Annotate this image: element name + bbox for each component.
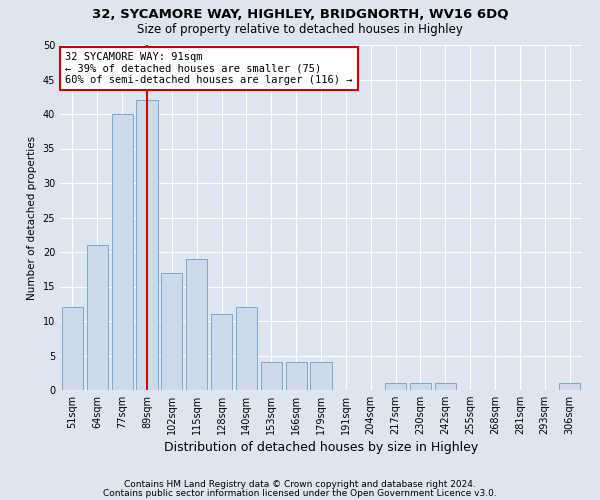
Bar (410, 383, 431, 390)
Bar (186, 259, 207, 390)
Y-axis label: Number of detached properties: Number of detached properties (27, 136, 37, 300)
Text: Size of property relative to detached houses in Highley: Size of property relative to detached ho… (137, 22, 463, 36)
Bar (310, 362, 332, 390)
Text: 32, SYCAMORE WAY, HIGHLEY, BRIDGNORTH, WV16 6DQ: 32, SYCAMORE WAY, HIGHLEY, BRIDGNORTH, W… (92, 8, 508, 20)
Bar (286, 362, 307, 390)
Bar (112, 114, 133, 390)
X-axis label: Distribution of detached houses by size in Highley: Distribution of detached houses by size … (164, 442, 478, 454)
Bar (385, 383, 406, 390)
Bar (559, 383, 580, 390)
Bar (136, 100, 158, 390)
Bar (87, 245, 108, 390)
Bar (161, 272, 182, 390)
Text: Contains HM Land Registry data © Crown copyright and database right 2024.: Contains HM Land Registry data © Crown c… (124, 480, 476, 489)
Bar (261, 362, 282, 390)
Text: Contains public sector information licensed under the Open Government Licence v3: Contains public sector information licen… (103, 488, 497, 498)
Text: 32 SYCAMORE WAY: 91sqm
← 39% of detached houses are smaller (75)
60% of semi-det: 32 SYCAMORE WAY: 91sqm ← 39% of detached… (65, 52, 353, 85)
Bar (211, 314, 232, 390)
Bar (435, 383, 456, 390)
Bar (236, 307, 257, 390)
Bar (62, 307, 83, 390)
